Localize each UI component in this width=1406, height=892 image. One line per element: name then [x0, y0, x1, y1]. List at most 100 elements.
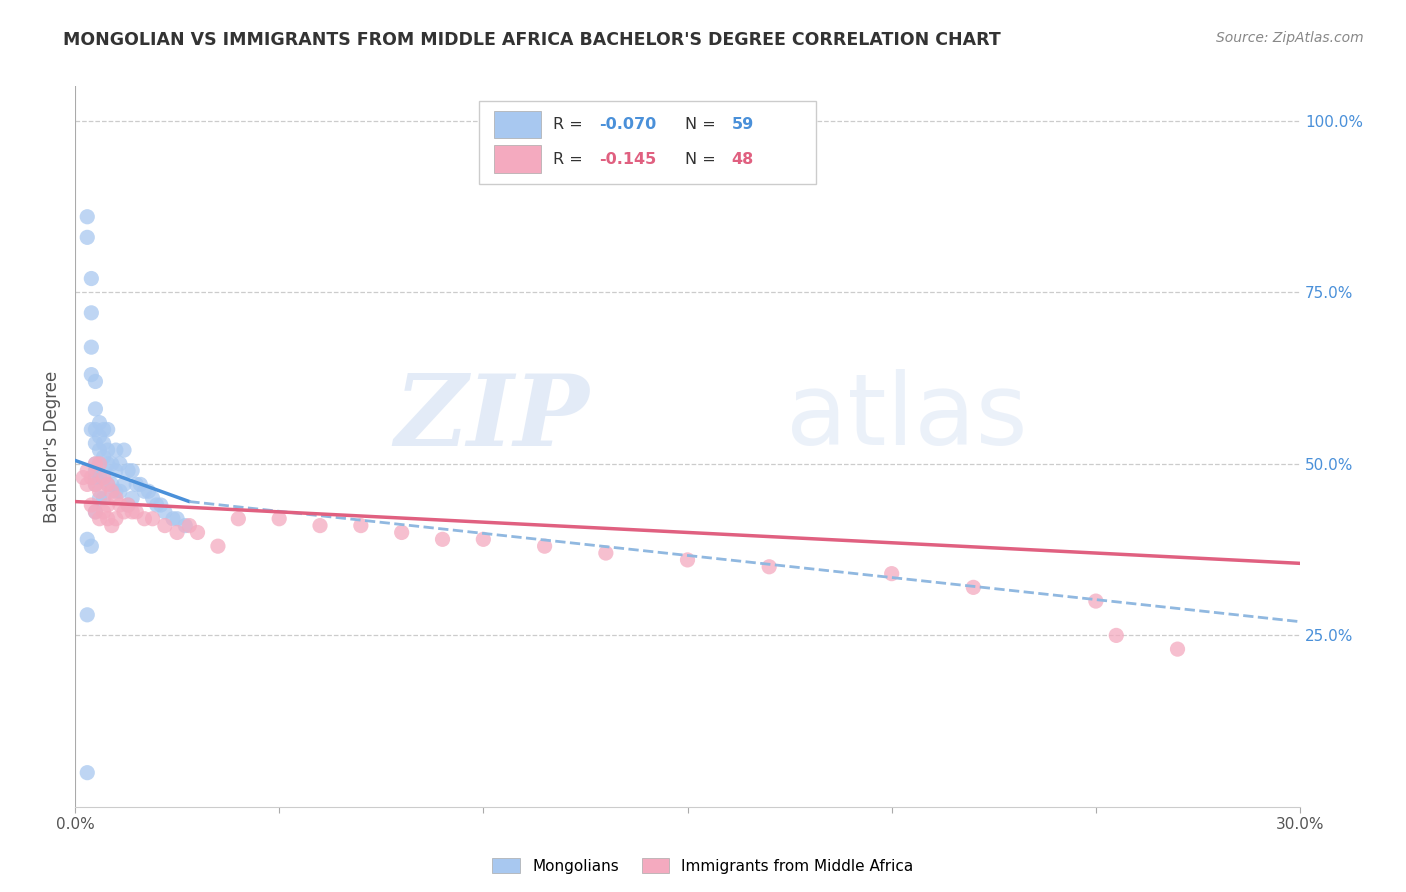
FancyBboxPatch shape	[494, 145, 540, 173]
Text: -0.070: -0.070	[599, 117, 657, 132]
Point	[80, 340, 103, 354]
Point	[207, 539, 229, 553]
Point	[84, 470, 107, 484]
Point	[80, 271, 103, 285]
Point	[108, 484, 131, 499]
Text: R =: R =	[553, 117, 588, 132]
Point	[350, 518, 373, 533]
Point	[76, 210, 98, 224]
Point	[93, 491, 115, 505]
Point	[84, 505, 107, 519]
Point	[108, 457, 131, 471]
Point	[89, 457, 111, 471]
Point	[125, 477, 148, 491]
Point	[104, 443, 127, 458]
Point	[97, 423, 120, 437]
Legend: Mongolians, Immigrants from Middle Africa: Mongolians, Immigrants from Middle Afric…	[486, 852, 920, 880]
Point	[117, 498, 139, 512]
Point	[112, 505, 135, 519]
Point	[166, 512, 188, 526]
Point	[97, 477, 120, 491]
Point	[76, 230, 98, 244]
Point	[758, 559, 780, 574]
Point	[121, 505, 143, 519]
Point	[100, 518, 122, 533]
Point	[93, 470, 115, 484]
Text: 48: 48	[731, 152, 754, 167]
Point	[84, 375, 107, 389]
Point	[228, 512, 250, 526]
Point	[84, 436, 107, 450]
Point	[89, 429, 111, 443]
Point	[97, 457, 120, 471]
Point	[104, 484, 127, 499]
Text: N =: N =	[685, 117, 721, 132]
Point	[89, 457, 111, 471]
Point	[269, 512, 291, 526]
Point	[97, 498, 120, 512]
Point	[76, 765, 98, 780]
Point	[76, 607, 98, 622]
Point	[93, 436, 115, 450]
Point	[72, 470, 94, 484]
Point	[89, 470, 111, 484]
Point	[595, 546, 617, 560]
Point	[93, 423, 115, 437]
Point	[134, 512, 156, 526]
Point	[76, 533, 98, 547]
Text: R =: R =	[553, 152, 593, 167]
Point	[97, 512, 120, 526]
Text: Source: ZipAtlas.com: Source: ZipAtlas.com	[1216, 31, 1364, 45]
Text: ZIP: ZIP	[395, 369, 589, 467]
Y-axis label: Bachelor's Degree: Bachelor's Degree	[44, 370, 60, 523]
Text: atlas: atlas	[786, 369, 1028, 467]
Point	[76, 464, 98, 478]
Text: -0.145: -0.145	[599, 152, 657, 167]
Point	[89, 416, 111, 430]
Point	[100, 457, 122, 471]
Point	[80, 306, 103, 320]
Point	[145, 498, 167, 512]
Point	[962, 580, 984, 594]
Point	[100, 484, 122, 499]
Point	[391, 525, 413, 540]
Point	[1166, 642, 1188, 657]
Point	[104, 491, 127, 505]
Point	[309, 518, 332, 533]
Point	[125, 505, 148, 519]
FancyBboxPatch shape	[494, 111, 540, 138]
Point	[432, 533, 454, 547]
Point	[84, 401, 107, 416]
Point	[76, 477, 98, 491]
Point	[84, 477, 107, 491]
Point	[138, 484, 160, 499]
Point	[80, 423, 103, 437]
Point	[84, 464, 107, 478]
FancyBboxPatch shape	[479, 101, 815, 184]
Point	[186, 525, 208, 540]
Point	[104, 464, 127, 478]
Point	[112, 477, 135, 491]
Point	[93, 505, 115, 519]
Point	[84, 457, 107, 471]
Point	[880, 566, 903, 581]
Point	[162, 512, 184, 526]
Point	[84, 423, 107, 437]
Point	[80, 470, 103, 484]
Point	[104, 512, 127, 526]
Point	[100, 477, 122, 491]
Point	[117, 464, 139, 478]
Point	[80, 539, 103, 553]
Point	[97, 477, 120, 491]
Point	[472, 533, 495, 547]
Point	[1084, 594, 1107, 608]
Point	[93, 450, 115, 464]
Text: 59: 59	[731, 117, 754, 132]
Point	[142, 512, 165, 526]
Text: MONGOLIAN VS IMMIGRANTS FROM MIDDLE AFRICA BACHELOR'S DEGREE CORRELATION CHART: MONGOLIAN VS IMMIGRANTS FROM MIDDLE AFRI…	[63, 31, 1001, 49]
Point	[153, 518, 176, 533]
Point	[179, 518, 201, 533]
Point	[142, 491, 165, 505]
Point	[174, 518, 197, 533]
Point	[129, 477, 152, 491]
